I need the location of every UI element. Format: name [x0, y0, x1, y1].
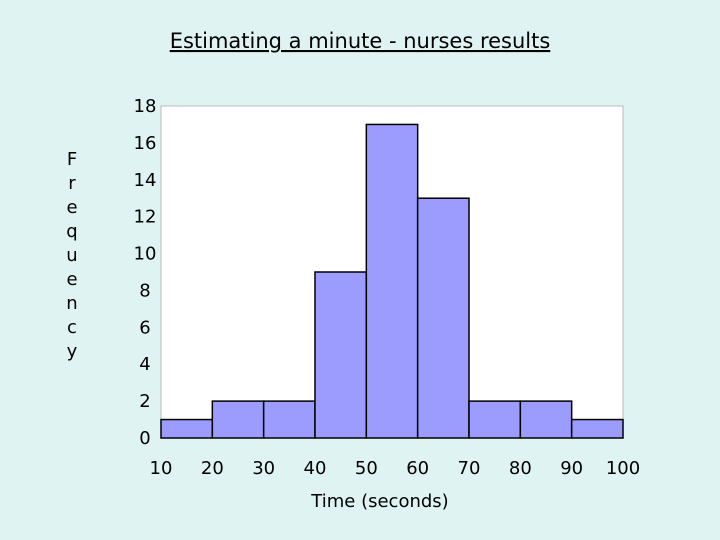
- x-tick-label: 70: [458, 458, 481, 479]
- y-tick-label: 14: [134, 170, 157, 191]
- x-tick-label: 30: [252, 458, 275, 479]
- bar-70-80: [468, 400, 522, 439]
- y-tick-label: 16: [134, 133, 157, 154]
- x-axis-label: Time (seconds): [310, 491, 448, 512]
- bar-80-90: [519, 400, 573, 439]
- bar-10-20: [160, 418, 214, 439]
- bars-group: [160, 123, 624, 439]
- y-axis-label-letter: e: [66, 197, 77, 218]
- y-tick-label: 6: [139, 317, 150, 338]
- x-tick-label: 60: [406, 458, 429, 479]
- y-axis-label-letter: n: [66, 293, 77, 314]
- x-tick-label: 40: [304, 458, 327, 479]
- y-tick-label: 8: [139, 280, 150, 301]
- x-tick-label: 80: [509, 458, 532, 479]
- x-tick-labels: 10 20 30 40 50 60 70 80 90 100: [150, 458, 641, 479]
- chart-title: Estimating a minute - nurses results: [170, 29, 551, 53]
- bar-30-40: [262, 400, 316, 439]
- y-axis-label-letter: e: [66, 269, 77, 290]
- y-axis-label-letter: y: [67, 341, 78, 362]
- x-tick-label: 50: [355, 458, 378, 479]
- x-tick-label: 10: [150, 458, 173, 479]
- y-axis-label-letter: F: [67, 149, 77, 170]
- y-tick-label: 2: [139, 391, 150, 412]
- y-tick-label: 18: [134, 96, 157, 117]
- x-tick-label: 20: [201, 458, 224, 479]
- bar-50-60: [365, 123, 419, 439]
- y-tick-label: 12: [134, 207, 157, 228]
- bar-40-50: [314, 271, 368, 439]
- x-tick-label: 90: [560, 458, 583, 479]
- bar-90-100: [570, 418, 624, 439]
- y-axis-label-letter: u: [66, 245, 77, 266]
- y-tick-label: 4: [139, 354, 150, 375]
- y-tick-label: 10: [134, 244, 157, 265]
- y-tick-labels: 0 2 4 6 8 10 12 14 16 18: [134, 96, 157, 449]
- bar-20-30: [211, 400, 265, 439]
- x-tick-label: 100: [606, 458, 640, 479]
- bar-60-70: [416, 197, 470, 439]
- y-tick-label: 0: [139, 428, 150, 449]
- y-axis-label-letter: c: [67, 317, 77, 338]
- y-axis-label-letter: r: [68, 173, 76, 194]
- y-axis-label-letter: q: [66, 221, 77, 242]
